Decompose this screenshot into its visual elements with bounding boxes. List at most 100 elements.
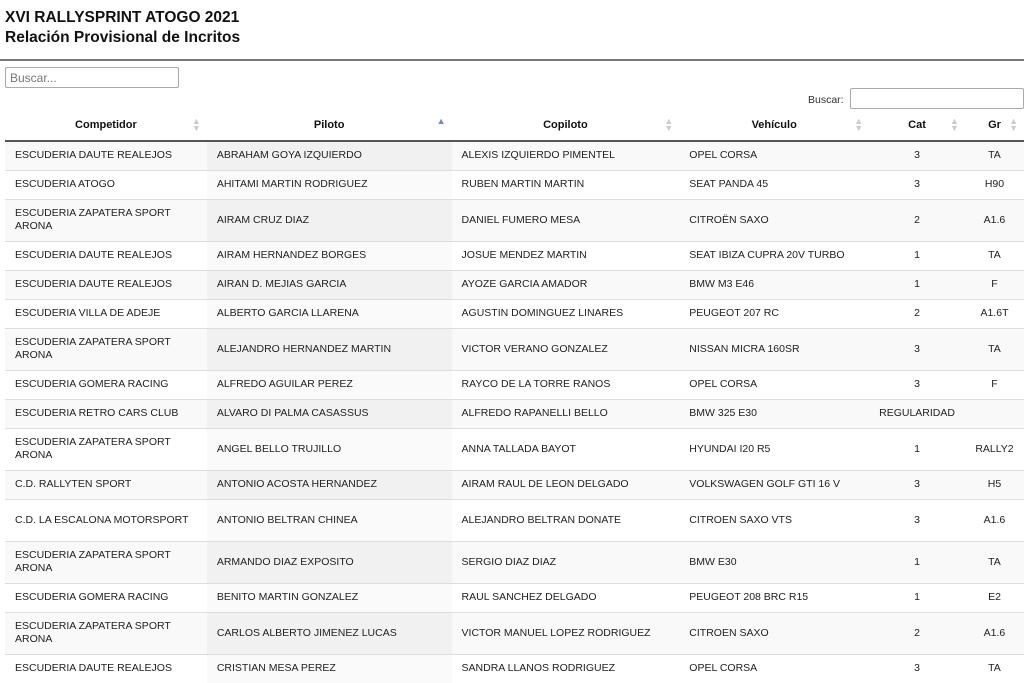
cell-gr: TA <box>964 140 1024 170</box>
table-search-input[interactable] <box>850 88 1024 109</box>
cell-gr: A1.6 <box>964 611 1024 654</box>
table-row: ESCUDERIA ZAPATERA SPORT ARONA ARMANDO DI… <box>5 540 1024 583</box>
column-header-vehiculo[interactable]: Vehículo ▲ ▼ <box>679 110 870 142</box>
cell-gr: TA <box>964 240 1024 270</box>
search-input[interactable] <box>5 67 179 88</box>
cell-competidor: ESCUDERIA ZAPATERA SPORT ARONA <box>5 198 207 241</box>
cell-copiloto: RAUL SANCHEZ DELGADO <box>451 582 680 612</box>
table-row: ESCUDERIA RETRO CARS CLUB ALVARO DI PALMA… <box>5 398 1024 428</box>
table-row: ESCUDERIA DAUTE REALEJOS CRISTIAN MESA PE… <box>5 653 1024 683</box>
cell-piloto: ABRAHAM GOYA IZQUIERDO <box>206 140 452 170</box>
cell-cat: 1 <box>869 582 965 612</box>
column-header-cat[interactable]: Cat ▲ ▼ <box>869 110 965 142</box>
cell-copiloto: ALEJANDRO BELTRAN DONATE <box>451 498 680 541</box>
column-label: Piloto <box>313 119 345 131</box>
cell-copiloto: ANNA TALLADA BAYOT <box>451 427 680 470</box>
cell-cat: 1 <box>869 269 965 299</box>
table-row: C.D. LA ESCALONA MOTORSPORT ANTONIO BELTR… <box>5 498 1024 541</box>
cell-copiloto: SANDRA LLANOS RODRIGUEZ <box>451 653 680 683</box>
cell-cat: 3 <box>869 327 965 370</box>
page-subtitle: Relación Provisional de Incritos <box>5 29 241 46</box>
table-row: ESCUDERIA ZAPATERA SPORT ARONA AIRAM CRUZ… <box>5 198 1024 241</box>
cell-vehiculo: BMW M3 E46 <box>679 269 870 299</box>
cell-competidor: C.D. LA ESCALONA MOTORSPORT <box>5 498 207 541</box>
cell-piloto: AIRAM HERNANDEZ BORGES <box>206 240 452 270</box>
table-row: ESCUDERIA ATOGO AHITAMI MARTIN RODRIGUEZ R… <box>5 169 1024 199</box>
cell-piloto: ANTONIO BELTRAN CHINEA <box>206 498 452 541</box>
cell-vehiculo: PEUGEOT 207 RC <box>679 298 870 328</box>
cell-gr: TA <box>964 653 1024 683</box>
column-header-piloto[interactable]: Piloto ▲ <box>206 110 452 142</box>
cell-copiloto: VICTOR VERANO GONZALEZ <box>451 327 680 370</box>
cell-competidor: ESCUDERIA VILLA DE ADEJE <box>5 298 207 328</box>
cell-gr: RALLY2 <box>964 427 1024 470</box>
cell-gr: TA <box>964 540 1024 583</box>
cell-competidor: ESCUDERIA DAUTE REALEJOS <box>5 269 207 299</box>
cell-vehiculo: CITROËN SAXO <box>679 198 870 241</box>
column-header-copiloto[interactable]: Copiloto ▲ ▼ <box>451 110 680 142</box>
sort-icon: ▲ ▼ <box>854 116 864 133</box>
cell-competidor: ESCUDERIA DAUTE REALEJOS <box>5 240 207 270</box>
cell-vehiculo: CITROEN SAXO VTS <box>679 498 870 541</box>
cell-cat: 1 <box>869 427 965 470</box>
cell-gr: A1.6T <box>964 298 1024 328</box>
cell-copiloto: SERGIO DIAZ DIAZ <box>451 540 680 583</box>
cell-vehiculo: CITROEN SAXO <box>679 611 870 654</box>
column-header-competidor[interactable]: Competidor ▲ ▼ <box>5 110 207 142</box>
cell-copiloto: RAYCO DE LA TORRE RANOS <box>451 369 680 399</box>
cell-piloto: CRISTIAN MESA PEREZ <box>206 653 452 683</box>
cell-gr: A1.6 <box>964 498 1024 541</box>
table-row: ESCUDERIA ZAPATERA SPORT ARONA ALEJANDRO … <box>5 327 1024 370</box>
sort-ascending-icon: ▲ <box>436 116 446 126</box>
cell-vehiculo: OPEL CORSA <box>679 140 870 170</box>
cell-cat: 2 <box>869 611 965 654</box>
table-row: ESCUDERIA DAUTE REALEJOS AIRAM HERNANDEZ … <box>5 240 1024 270</box>
cell-piloto: ALBERTO GARCIA LLARENA <box>206 298 452 328</box>
cell-competidor: ESCUDERIA ATOGO <box>5 169 207 199</box>
cell-competidor: ESCUDERIA DAUTE REALEJOS <box>5 653 207 683</box>
column-label: Cat <box>908 119 926 131</box>
cell-copiloto: VICTOR MANUEL LOPEZ RODRIGUEZ <box>451 611 680 654</box>
cell-copiloto: AYOZE GARCIA AMADOR <box>451 269 680 299</box>
divider <box>0 59 1024 61</box>
entries-table: Competidor ▲ ▼ Piloto ▲ Copiloto ▲ ▼ Vehículo ▲ ▼ C… <box>5 110 1024 683</box>
cell-competidor: ESCUDERIA RETRO CARS CLUB <box>5 398 207 428</box>
cell-competidor: ESCUDERIA GOMERA RACING <box>5 369 207 399</box>
table-row: ESCUDERIA GOMERA RACING ALFREDO AGUILAR P… <box>5 369 1024 399</box>
cell-competidor: ESCUDERIA ZAPATERA SPORT ARONA <box>5 540 207 583</box>
cell-gr: F <box>964 269 1024 299</box>
cell-piloto: CARLOS ALBERTO JIMENEZ LUCAS <box>206 611 452 654</box>
cell-vehiculo: BMW 325 E30 <box>679 398 870 428</box>
cell-competidor: ESCUDERIA ZAPATERA SPORT ARONA <box>5 611 207 654</box>
cell-cat: 3 <box>869 653 965 683</box>
cell-vehiculo: BMW E30 <box>679 540 870 583</box>
cell-piloto: ANGEL BELLO TRUJILLO <box>206 427 452 470</box>
column-header-gr[interactable]: Gr ▲ ▼ <box>964 110 1024 142</box>
column-label: Competidor <box>75 119 137 131</box>
cell-gr: TA <box>964 327 1024 370</box>
table-row: C.D. RALLYTEN SPORT ANTONIO ACOSTA HERNAN… <box>5 469 1024 499</box>
cell-piloto: ANTONIO ACOSTA HERNANDEZ <box>206 469 452 499</box>
column-label: Gr <box>988 119 1001 131</box>
page-title: XVI RALLYSPRINT ATOGO 2021 <box>5 9 240 26</box>
cell-copiloto: ALEXIS IZQUIERDO PIMENTEL <box>451 140 680 170</box>
cell-cat: 3 <box>869 369 965 399</box>
cell-piloto: BENITO MARTIN GONZALEZ <box>206 582 452 612</box>
cell-competidor: ESCUDERIA ZAPATERA SPORT ARONA <box>5 327 207 370</box>
sort-icon: ▲ ▼ <box>950 116 959 133</box>
cell-competidor: ESCUDERIA ZAPATERA SPORT ARONA <box>5 427 207 470</box>
column-label: Copiloto <box>543 119 588 131</box>
cell-vehiculo: SEAT PANDA 45 <box>679 169 870 199</box>
cell-gr <box>964 398 1024 428</box>
cell-vehiculo: SEAT IBIZA CUPRA 20V TURBO <box>679 240 870 270</box>
cell-cat: 1 <box>869 240 965 270</box>
table-row: ESCUDERIA ZAPATERA SPORT ARONA CARLOS ALB… <box>5 611 1024 654</box>
sort-icon: ▲ ▼ <box>1009 116 1018 133</box>
table-row: ESCUDERIA DAUTE REALEJOS ABRAHAM GOYA IZQ… <box>5 140 1024 170</box>
cell-vehiculo: NISSAN MICRA 160SR <box>679 327 870 370</box>
cell-vehiculo: OPEL CORSA <box>679 653 870 683</box>
cell-piloto: AIRAM CRUZ DIAZ <box>206 198 452 241</box>
cell-vehiculo: HYUNDAI I20 R5 <box>679 427 870 470</box>
table-search-label: Buscar: <box>808 94 844 106</box>
cell-piloto: ALVARO DI PALMA CASASSUS <box>206 398 452 428</box>
